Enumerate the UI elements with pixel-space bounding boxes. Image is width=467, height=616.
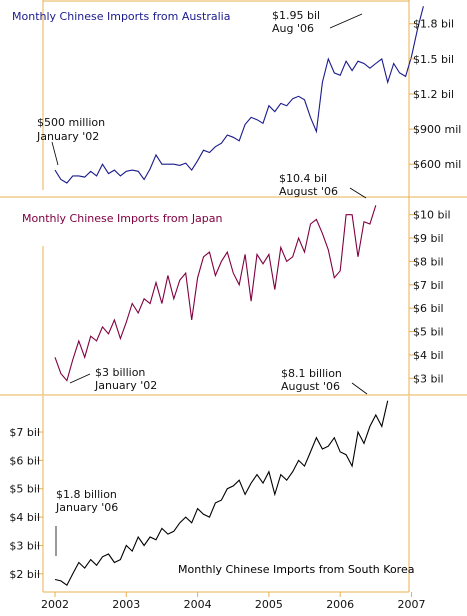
japan-y-ticks: $3 bil $4 bil $5 bil $6 bil $7 bil $8 bil $9 b… [409, 209, 451, 385]
y-tick-label: $1.5 bil [413, 53, 454, 66]
japan-start-pointer [69, 373, 91, 384]
australia-imports-line [54, 6, 424, 184]
japan-peak-annotation-line2: August '06 [279, 185, 338, 198]
y-tick-label: $4 bil [9, 511, 40, 524]
y-tick-label: $900 mil [413, 123, 461, 136]
y-tick-label: $7 bil [9, 426, 40, 439]
x-axis: 2002 2003 2004 2005 2006 2007 [41, 592, 426, 611]
australia-peak-annotation-line2: Aug '06 [272, 22, 314, 35]
y-tick-label: $10 bil [413, 209, 451, 222]
japan-panel: Monthly Chinese Imports from Japan $3 bi… [22, 172, 451, 392]
south-korea-peak-annotation-line2: August '06 [281, 380, 340, 393]
japan-imports-line [54, 205, 377, 382]
y-tick-label: $4 bil [413, 349, 444, 362]
australia-y-ticks: $600 mil $900 mil $1.2 bil $1.5 bil $1.8 bil [409, 18, 461, 171]
y-tick-label: $2 bil [9, 568, 40, 581]
japan-peak-pointer [349, 187, 367, 199]
y-tick-label: $3 bil [9, 539, 40, 552]
y-tick-label: $6 bil [9, 454, 40, 467]
south-korea-peak-pointer [351, 382, 368, 395]
y-tick-label: $600 mil [413, 158, 461, 171]
x-tick-label: 2003 [112, 598, 140, 611]
south-korea-start-annotation-line2: January '06 [55, 501, 118, 514]
australia-start-pointer [51, 141, 59, 166]
y-tick-label: $5 bil [413, 326, 444, 339]
x-tick-label: 2007 [398, 598, 426, 611]
australia-start-annotation-line1: $500 million [37, 116, 105, 129]
japan-title: Monthly Chinese Imports from Japan [22, 212, 223, 225]
australia-title: Monthly Chinese Imports from Australia [12, 10, 230, 23]
south-korea-y-ticks: $2 bil $3 bil $4 bil $5 bil $6 bil $7 bil [9, 426, 43, 581]
y-tick-label: $5 bil [9, 483, 40, 496]
x-tick-label: 2005 [255, 598, 283, 611]
south-korea-peak-annotation-line1: $8.1 billion [281, 367, 342, 380]
x-tick-label: 2006 [326, 598, 354, 611]
south-korea-start-annotation-line1: $1.8 billion [56, 488, 117, 501]
japan-start-annotation-line1: $3 billion [95, 366, 145, 379]
y-tick-label: $9 bil [413, 232, 444, 245]
australia-peak-pointer [329, 13, 363, 29]
y-tick-label: $8 bil [413, 255, 444, 268]
x-tick-label: 2002 [41, 598, 69, 611]
south-korea-title: Monthly Chinese Imports from South Korea [178, 563, 414, 576]
y-tick-label: $3 bil [413, 372, 444, 385]
y-tick-label: $1.2 bil [413, 88, 454, 101]
south-korea-imports-line [54, 400, 389, 587]
y-tick-label: $1.8 bil [413, 18, 454, 31]
australia-start-annotation-line2: January '02 [36, 130, 99, 143]
australia-panel: Monthly Chinese Imports from Australia $… [12, 6, 461, 184]
japan-peak-annotation-line1: $10.4 bil [279, 172, 327, 185]
south-korea-panel: Monthly Chinese Imports from South Korea… [9, 367, 414, 587]
australia-peak-annotation-line1: $1.95 bil [272, 9, 320, 22]
x-tick-label: 2004 [184, 598, 212, 611]
y-tick-label: $6 bil [413, 302, 444, 315]
y-tick-label: $7 bil [413, 279, 444, 292]
japan-start-annotation-line2: January '02 [94, 379, 157, 392]
